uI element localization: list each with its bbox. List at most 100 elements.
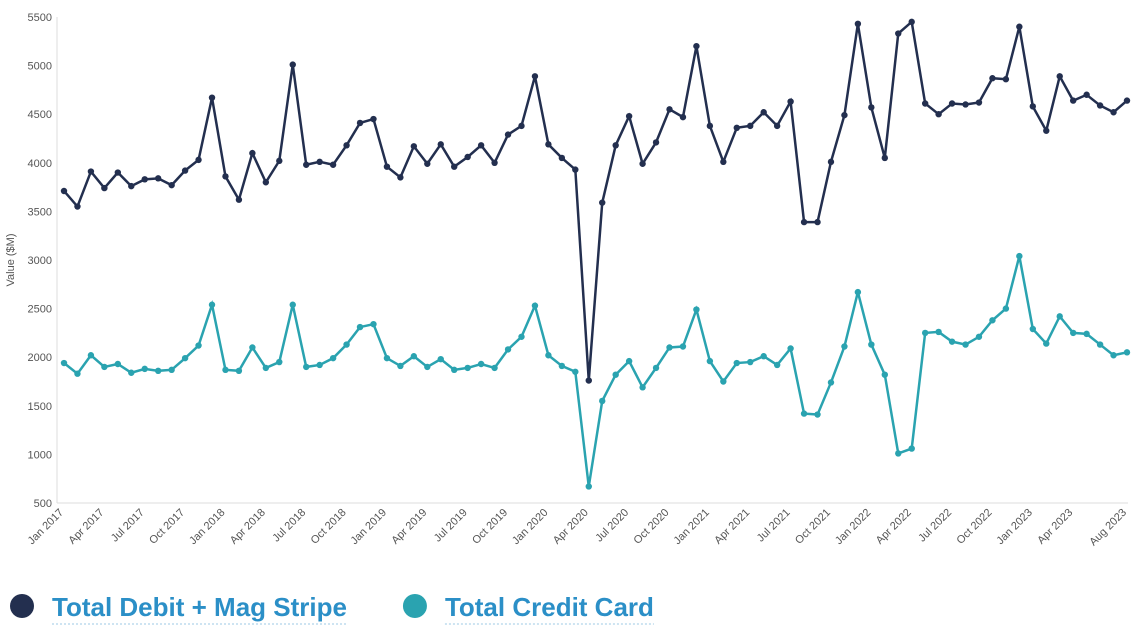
data-point — [60, 359, 68, 367]
x-tick-label: Apr 2021 — [712, 507, 752, 547]
data-point — [693, 306, 700, 313]
data-point — [424, 160, 431, 167]
data-point — [451, 163, 458, 170]
data-point — [397, 174, 404, 181]
data-point — [921, 100, 929, 107]
data-point — [625, 112, 633, 120]
data-point — [1016, 23, 1023, 30]
data-point — [1096, 341, 1104, 348]
data-point — [114, 360, 122, 368]
x-tick-label: Oct 2019 — [470, 507, 510, 547]
data-point — [558, 154, 566, 162]
data-point — [814, 218, 821, 226]
y-tick-label: 1500 — [28, 401, 52, 413]
data-point — [747, 358, 754, 366]
data-point — [1056, 313, 1063, 320]
data-point — [1029, 103, 1037, 110]
data-point — [410, 143, 418, 150]
y-tick-label: 4500 — [28, 109, 52, 121]
data-point — [168, 366, 175, 374]
data-point — [410, 353, 418, 360]
data-point — [693, 42, 700, 50]
data-point — [760, 353, 767, 360]
data-point — [706, 122, 714, 130]
data-point — [545, 352, 552, 359]
data-point — [747, 122, 754, 130]
data-point — [1002, 76, 1010, 83]
data-point — [74, 370, 81, 377]
y-tick-label: 5500 — [28, 12, 52, 24]
data-point — [666, 106, 673, 113]
data-point — [895, 450, 902, 457]
data-point — [168, 181, 175, 189]
data-point — [235, 367, 243, 375]
data-point — [935, 111, 942, 118]
data-point — [235, 196, 243, 203]
data-point — [881, 154, 888, 162]
data-point — [841, 111, 848, 119]
data-point — [854, 288, 862, 296]
data-point — [249, 149, 256, 157]
data-point — [222, 366, 229, 374]
data-point — [208, 94, 216, 101]
data-point — [1083, 91, 1090, 98]
data-point — [962, 341, 969, 348]
data-point — [773, 122, 781, 130]
data-point — [491, 364, 498, 372]
x-tick-label: Oct 2018 — [309, 507, 349, 547]
x-tick-label: Apr 2020 — [551, 507, 591, 547]
data-point — [868, 341, 875, 348]
data-point — [74, 203, 81, 210]
data-point — [289, 301, 296, 308]
x-tick-label: Oct 2021 — [793, 507, 833, 547]
data-point — [383, 354, 391, 362]
data-point — [289, 61, 296, 68]
data-point — [599, 397, 606, 405]
data-point — [572, 166, 579, 173]
data-point — [625, 357, 633, 365]
data-point — [464, 364, 471, 372]
data-point — [733, 359, 740, 367]
data-point — [101, 184, 108, 192]
data-point — [545, 141, 552, 148]
data-point — [733, 124, 740, 132]
data-point — [841, 343, 848, 350]
data-point — [612, 371, 619, 378]
data-point — [1002, 305, 1010, 312]
data-point — [1056, 73, 1063, 80]
x-tick-label: Apr 2018 — [228, 507, 268, 547]
data-point — [854, 20, 862, 28]
x-tick-label: Jul 2019 — [432, 507, 470, 545]
x-tick-label: Apr 2023 — [1035, 507, 1075, 547]
data-point — [154, 367, 162, 375]
data-point — [518, 333, 525, 340]
x-tick-label: Jul 2018 — [270, 507, 308, 545]
data-point — [908, 18, 915, 26]
data-point — [141, 176, 148, 183]
data-point — [249, 344, 256, 351]
data-point — [329, 161, 337, 168]
data-point — [652, 139, 660, 146]
data-point — [1096, 102, 1104, 109]
data-point — [222, 173, 229, 180]
data-point — [531, 302, 539, 309]
data-point — [921, 329, 929, 337]
x-tick-label: Apr 2022 — [874, 507, 914, 547]
data-point — [464, 153, 471, 161]
data-point — [908, 445, 915, 452]
data-point — [639, 384, 646, 391]
data-point — [787, 98, 794, 105]
data-point — [276, 157, 283, 165]
data-point — [262, 364, 270, 372]
data-point — [370, 320, 377, 328]
y-tick-label: 2000 — [28, 352, 52, 364]
data-point — [1043, 127, 1050, 134]
data-point — [114, 169, 122, 176]
x-tick-label: Jan 2017 — [26, 507, 66, 547]
data-point — [181, 354, 189, 362]
data-point — [1123, 97, 1131, 104]
legend-marker — [10, 594, 34, 618]
series-line — [63, 19, 1128, 381]
data-point — [303, 363, 310, 371]
data-point — [639, 160, 646, 167]
